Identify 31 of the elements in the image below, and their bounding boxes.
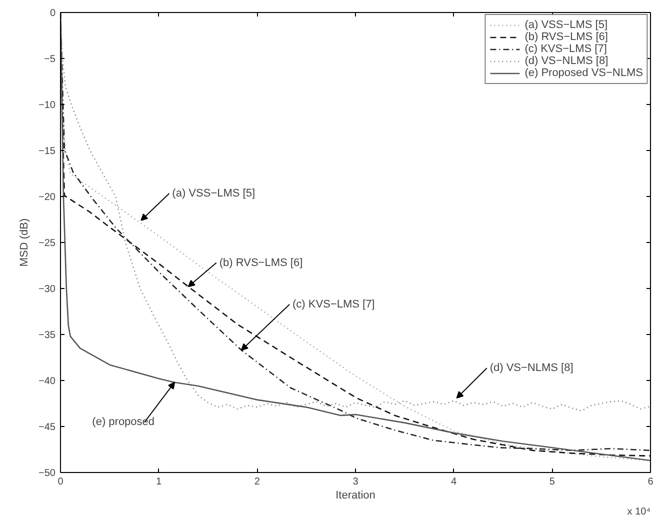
y-tick-label: −5 (44, 54, 56, 65)
x-tick-label: 5 (549, 476, 556, 488)
y-tick-label: −40 (38, 376, 56, 387)
annotation: (b) RVS−LMS [6] (219, 256, 303, 269)
x-tick-label: 1 (156, 476, 162, 488)
y-tick-label: −15 (38, 146, 56, 157)
x-tick-label: 0 (58, 476, 64, 488)
y-tick-label: −20 (38, 192, 56, 203)
x-axis-title: Iteration (336, 490, 376, 502)
legend-label: (c) KVS−LMS [7] (524, 43, 607, 55)
y-tick-label: −45 (38, 422, 56, 433)
y-tick-label: 0 (50, 8, 56, 19)
x-tick-label: 6 (648, 476, 654, 488)
legend-label: (a) VSS−LMS [5] (524, 19, 608, 31)
legend-label: (b) RVS−LMS [6] (524, 31, 608, 43)
y-axis-title: MSD (dB) (18, 218, 31, 267)
x-tick-label: 3 (352, 476, 359, 488)
annotation: (e) proposed (92, 416, 155, 428)
y-tick-label: −30 (38, 284, 56, 295)
x-tick-label: 2 (254, 476, 260, 488)
annotation: (a) VSS−LMS [5] (172, 188, 256, 200)
y-tick-label: −35 (38, 330, 56, 341)
legend-label: (e) Proposed VS−NLMS (524, 67, 643, 79)
x-tick-label: 4 (451, 476, 458, 488)
text: x 10⁴ (627, 506, 651, 517)
y-tick-label: −10 (38, 100, 56, 111)
y-tick-label: −25 (38, 238, 56, 249)
annotation: (d) VS−NLMS [8] (490, 362, 574, 374)
legend-label: (d) VS−NLMS [8] (524, 55, 608, 67)
annotation: (c) KVS−LMS [7] (292, 298, 375, 310)
y-tick-label: −50 (38, 468, 56, 479)
